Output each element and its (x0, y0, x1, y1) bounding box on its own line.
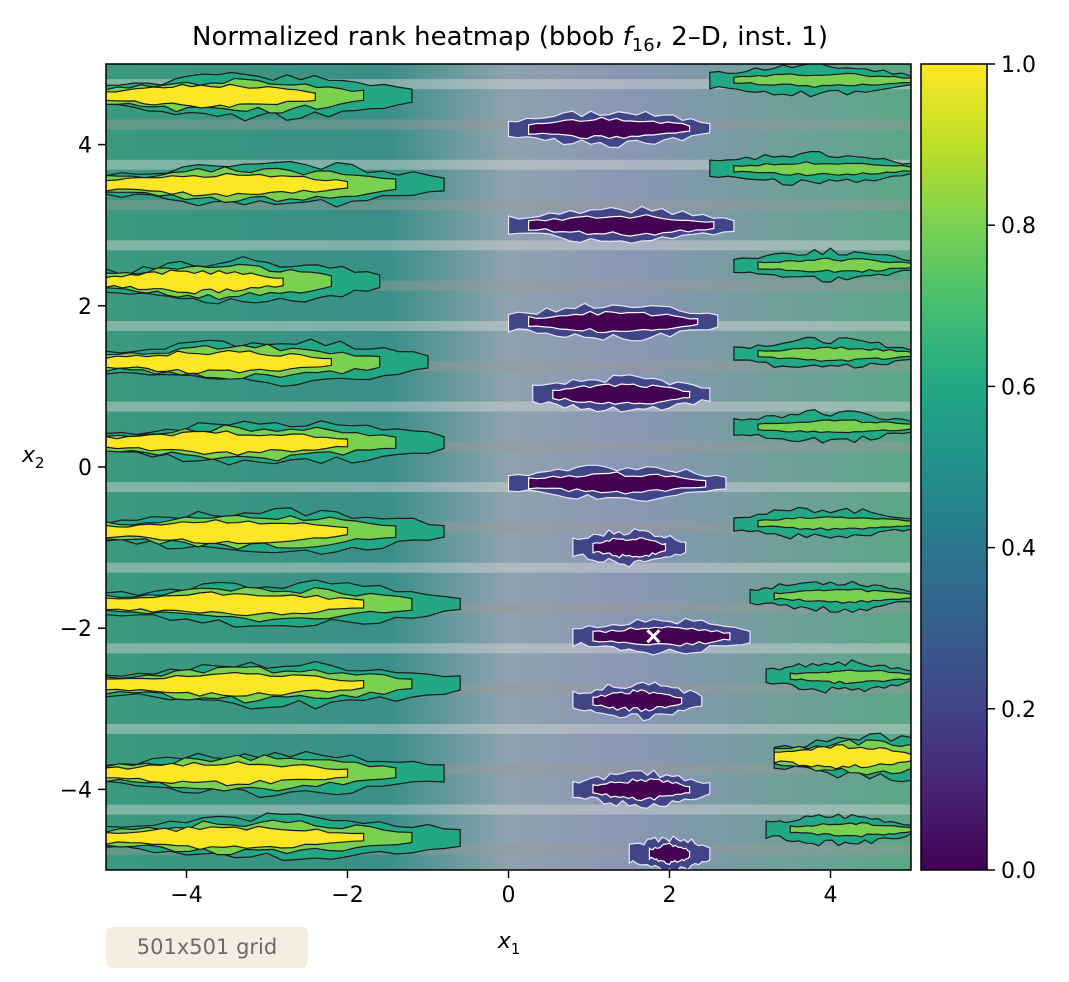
grey-stripe (106, 280, 911, 291)
yellow-band (106, 172, 349, 198)
y-tick-label: 0 (78, 456, 92, 481)
heatmap-bands (106, 64, 911, 870)
colorbar-tick-label: 0.0 (1001, 859, 1036, 884)
x-tick-label: 2 (663, 883, 677, 908)
chart-title-subscript: 16 (632, 35, 655, 56)
lime-band-core (757, 419, 911, 434)
grey-stripe (106, 764, 911, 775)
purple-band (528, 310, 699, 334)
purple-band (592, 537, 667, 559)
yellow-band (106, 83, 316, 109)
lime-band-core (733, 72, 911, 88)
grey-stripe (106, 844, 911, 855)
lime-band-core (757, 346, 911, 362)
y-tick-label: −4 (60, 778, 92, 803)
lime-band-core (757, 516, 911, 531)
grey-stripe (106, 804, 911, 815)
purple-band (592, 778, 691, 802)
lime-band-core (789, 821, 911, 838)
plot-area (106, 64, 911, 870)
yellow-band (773, 744, 911, 770)
yellow-band (106, 269, 284, 295)
colorbar-tick-label: 0.4 (1001, 537, 1036, 562)
grey-stripe (106, 723, 911, 734)
grey-stripe (106, 643, 911, 654)
lime-band-core (757, 257, 911, 274)
lime-band-core (789, 669, 911, 685)
marker-layer (646, 629, 661, 644)
y-tick-label: 4 (78, 134, 92, 159)
x-axis-label-symbol: x (497, 929, 512, 954)
grey-stripe (106, 562, 911, 573)
colorbar-tick-label: 0.6 (1001, 375, 1036, 400)
purple-band (528, 471, 707, 495)
yellow-band (106, 760, 349, 787)
chart-title: Normalized rank heatmap (bbob f16, 2–D, … (192, 22, 828, 56)
y-axis-label: x2 (21, 443, 45, 472)
lime-band-core (733, 161, 911, 177)
yellow-band (106, 430, 349, 456)
y-tick-label: −2 (60, 617, 92, 642)
x-axis-ticks: −4 −2 0 2 4 (170, 870, 838, 908)
x-tick-label: −4 (170, 883, 202, 908)
grey-stripe (106, 401, 911, 412)
grid-size-annotation: 501x501 grid (106, 927, 308, 968)
yellow-band (106, 519, 349, 545)
grey-stripe (106, 361, 911, 372)
grey-stripe (106, 79, 911, 90)
x-axis-label: x1 (497, 929, 521, 958)
purple-band (528, 214, 715, 237)
yellow-band (106, 591, 365, 617)
x-tick-label: 4 (824, 883, 838, 908)
chart-title-suffix: , 2–D, inst. 1) (655, 22, 828, 52)
grey-stripe (106, 683, 911, 694)
x-tick-label: 0 (502, 883, 516, 908)
y-axis-label-symbol: x (21, 443, 36, 468)
grey-stripe (106, 159, 911, 170)
background-stripes (106, 79, 911, 855)
y-axis-label-subscript: 2 (35, 454, 45, 472)
colorbar (920, 63, 988, 871)
yellow-band (106, 349, 332, 375)
colorbar-tick-label: 1.0 (1001, 53, 1036, 78)
grey-stripe (106, 200, 911, 211)
yellow-band (106, 671, 365, 697)
y-axis-ticks: 4 2 0 −2 −4 (60, 134, 106, 803)
x-axis-label-subscript: 1 (511, 940, 521, 958)
grey-stripe (106, 522, 911, 533)
purple-band (592, 689, 683, 713)
purple-band (552, 383, 691, 405)
colorbar-tick-label: 0.8 (1001, 214, 1036, 239)
chart-title-prefix: Normalized rank heatmap (bbob (192, 22, 623, 52)
yellow-band (106, 825, 365, 851)
purple-band (648, 842, 691, 866)
x-tick-label: −2 (331, 883, 363, 908)
y-tick-label: 2 (78, 295, 92, 320)
lime-band-core (773, 588, 911, 604)
purple-band (592, 626, 731, 647)
optimum-marker (646, 629, 661, 644)
grey-stripe (106, 603, 911, 614)
colorbar-ticks: 0.0 0.2 0.4 0.6 0.8 1.0 (987, 53, 1036, 884)
colorbar-tick-label: 0.2 (1001, 698, 1036, 723)
purple-band (528, 116, 691, 140)
grey-stripe (106, 240, 911, 251)
grey-stripe (106, 441, 911, 452)
